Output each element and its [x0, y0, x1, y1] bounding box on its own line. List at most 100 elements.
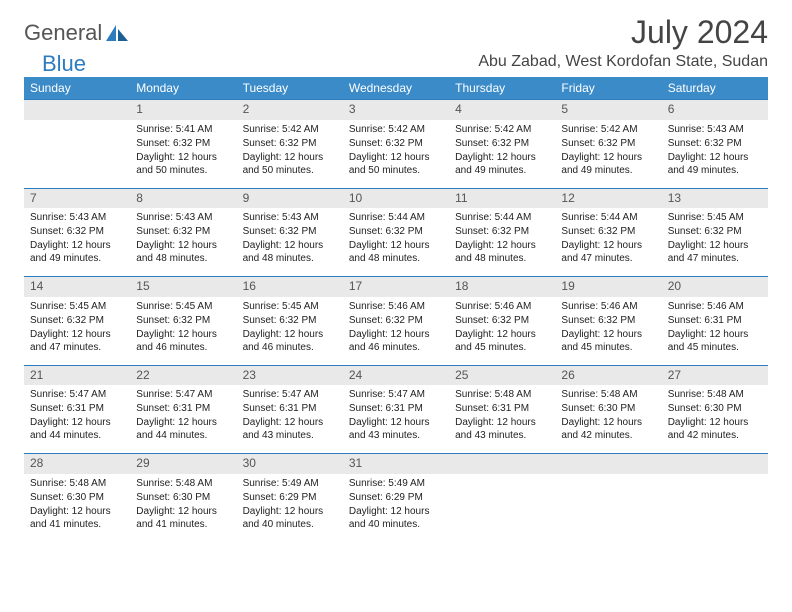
- day-content: Sunrise: 5:42 AMSunset: 6:32 PMDaylight:…: [449, 120, 555, 188]
- daylight-line: Daylight: 12 hours and 48 minutes.: [455, 239, 549, 265]
- sunrise-line: Sunrise: 5:49 AM: [243, 477, 337, 490]
- sunset-line: Sunset: 6:32 PM: [349, 225, 443, 238]
- sunrise-line: Sunrise: 5:45 AM: [668, 211, 762, 224]
- daylight-line: Daylight: 12 hours and 45 minutes.: [561, 328, 655, 354]
- day-number: 19: [555, 276, 661, 297]
- day-number: 28: [24, 453, 130, 474]
- day-content: Sunrise: 5:42 AMSunset: 6:32 PMDaylight:…: [555, 120, 661, 188]
- logo-text-blue: Blue: [42, 51, 86, 77]
- weekday-header: Wednesday: [343, 77, 449, 99]
- sunrise-line: Sunrise: 5:45 AM: [136, 300, 230, 313]
- day-number: 2: [237, 99, 343, 120]
- daylight-line: Daylight: 12 hours and 45 minutes.: [668, 328, 762, 354]
- calendar-cell: 3Sunrise: 5:42 AMSunset: 6:32 PMDaylight…: [343, 99, 449, 188]
- empty-day-content: [449, 474, 555, 542]
- day-content: Sunrise: 5:46 AMSunset: 6:31 PMDaylight:…: [662, 297, 768, 365]
- day-number: 14: [24, 276, 130, 297]
- day-content: Sunrise: 5:48 AMSunset: 6:31 PMDaylight:…: [449, 385, 555, 453]
- daylight-line: Daylight: 12 hours and 47 minutes.: [668, 239, 762, 265]
- day-number: 8: [130, 188, 236, 209]
- calendar-cell: 24Sunrise: 5:47 AMSunset: 6:31 PMDayligh…: [343, 365, 449, 454]
- day-content: Sunrise: 5:47 AMSunset: 6:31 PMDaylight:…: [130, 385, 236, 453]
- daylight-line: Daylight: 12 hours and 46 minutes.: [349, 328, 443, 354]
- day-number: 18: [449, 276, 555, 297]
- calendar-cell: 18Sunrise: 5:46 AMSunset: 6:32 PMDayligh…: [449, 276, 555, 365]
- sunrise-line: Sunrise: 5:46 AM: [349, 300, 443, 313]
- calendar-row: 28Sunrise: 5:48 AMSunset: 6:30 PMDayligh…: [24, 453, 768, 542]
- calendar-cell: 1Sunrise: 5:41 AMSunset: 6:32 PMDaylight…: [130, 99, 236, 188]
- daylight-line: Daylight: 12 hours and 46 minutes.: [243, 328, 337, 354]
- location: Abu Zabad, West Kordofan State, Sudan: [478, 53, 768, 71]
- sunrise-line: Sunrise: 5:43 AM: [136, 211, 230, 224]
- day-number: 25: [449, 365, 555, 386]
- day-content: Sunrise: 5:45 AMSunset: 6:32 PMDaylight:…: [662, 208, 768, 276]
- day-content: Sunrise: 5:47 AMSunset: 6:31 PMDaylight:…: [24, 385, 130, 453]
- day-content: Sunrise: 5:41 AMSunset: 6:32 PMDaylight:…: [130, 120, 236, 188]
- sunset-line: Sunset: 6:32 PM: [561, 314, 655, 327]
- daylight-line: Daylight: 12 hours and 50 minutes.: [243, 151, 337, 177]
- calendar-row: 1Sunrise: 5:41 AMSunset: 6:32 PMDaylight…: [24, 99, 768, 188]
- calendar-cell: 6Sunrise: 5:43 AMSunset: 6:32 PMDaylight…: [662, 99, 768, 188]
- empty-day-number: [449, 453, 555, 474]
- weekday-header: Thursday: [449, 77, 555, 99]
- day-number: 6: [662, 99, 768, 120]
- calendar-cell: [24, 99, 130, 188]
- daylight-line: Daylight: 12 hours and 48 minutes.: [349, 239, 443, 265]
- day-content: Sunrise: 5:46 AMSunset: 6:32 PMDaylight:…: [343, 297, 449, 365]
- title-block: July 2024: [631, 14, 768, 51]
- sunrise-line: Sunrise: 5:48 AM: [136, 477, 230, 490]
- daylight-line: Daylight: 12 hours and 42 minutes.: [668, 416, 762, 442]
- day-number: 7: [24, 188, 130, 209]
- daylight-line: Daylight: 12 hours and 47 minutes.: [30, 328, 124, 354]
- day-content: Sunrise: 5:44 AMSunset: 6:32 PMDaylight:…: [555, 208, 661, 276]
- calendar-cell: 5Sunrise: 5:42 AMSunset: 6:32 PMDaylight…: [555, 99, 661, 188]
- calendar-cell: 27Sunrise: 5:48 AMSunset: 6:30 PMDayligh…: [662, 365, 768, 454]
- sunrise-line: Sunrise: 5:49 AM: [349, 477, 443, 490]
- daylight-line: Daylight: 12 hours and 49 minutes.: [455, 151, 549, 177]
- daylight-line: Daylight: 12 hours and 40 minutes.: [349, 505, 443, 531]
- calendar-row: 14Sunrise: 5:45 AMSunset: 6:32 PMDayligh…: [24, 276, 768, 365]
- calendar-cell: 11Sunrise: 5:44 AMSunset: 6:32 PMDayligh…: [449, 188, 555, 277]
- logo: General: [24, 14, 132, 46]
- sunrise-line: Sunrise: 5:43 AM: [668, 123, 762, 136]
- day-content: Sunrise: 5:45 AMSunset: 6:32 PMDaylight:…: [237, 297, 343, 365]
- calendar-cell: 21Sunrise: 5:47 AMSunset: 6:31 PMDayligh…: [24, 365, 130, 454]
- daylight-line: Daylight: 12 hours and 50 minutes.: [349, 151, 443, 177]
- sunrise-line: Sunrise: 5:42 AM: [561, 123, 655, 136]
- day-number: 9: [237, 188, 343, 209]
- daylight-line: Daylight: 12 hours and 49 minutes.: [668, 151, 762, 177]
- calendar-cell: 19Sunrise: 5:46 AMSunset: 6:32 PMDayligh…: [555, 276, 661, 365]
- day-content: Sunrise: 5:46 AMSunset: 6:32 PMDaylight:…: [449, 297, 555, 365]
- sunrise-line: Sunrise: 5:47 AM: [136, 388, 230, 401]
- daylight-line: Daylight: 12 hours and 43 minutes.: [455, 416, 549, 442]
- day-number: 12: [555, 188, 661, 209]
- daylight-line: Daylight: 12 hours and 50 minutes.: [136, 151, 230, 177]
- calendar-cell: 13Sunrise: 5:45 AMSunset: 6:32 PMDayligh…: [662, 188, 768, 277]
- sunrise-line: Sunrise: 5:47 AM: [243, 388, 337, 401]
- daylight-line: Daylight: 12 hours and 49 minutes.: [30, 239, 124, 265]
- sunset-line: Sunset: 6:32 PM: [243, 137, 337, 150]
- calendar-cell: [662, 453, 768, 542]
- sunset-line: Sunset: 6:31 PM: [455, 402, 549, 415]
- sunrise-line: Sunrise: 5:43 AM: [243, 211, 337, 224]
- sunrise-line: Sunrise: 5:46 AM: [668, 300, 762, 313]
- calendar-row: 7Sunrise: 5:43 AMSunset: 6:32 PMDaylight…: [24, 188, 768, 277]
- calendar-cell: [555, 453, 661, 542]
- calendar-cell: 28Sunrise: 5:48 AMSunset: 6:30 PMDayligh…: [24, 453, 130, 542]
- sunset-line: Sunset: 6:32 PM: [349, 137, 443, 150]
- sunrise-line: Sunrise: 5:42 AM: [243, 123, 337, 136]
- sunset-line: Sunset: 6:32 PM: [243, 225, 337, 238]
- day-number: 31: [343, 453, 449, 474]
- calendar-body: 1Sunrise: 5:41 AMSunset: 6:32 PMDaylight…: [24, 99, 768, 542]
- sunrise-line: Sunrise: 5:47 AM: [30, 388, 124, 401]
- calendar-cell: 23Sunrise: 5:47 AMSunset: 6:31 PMDayligh…: [237, 365, 343, 454]
- sunset-line: Sunset: 6:32 PM: [30, 314, 124, 327]
- sunset-line: Sunset: 6:29 PM: [349, 491, 443, 504]
- logo-text-general: General: [24, 20, 102, 46]
- day-number: 1: [130, 99, 236, 120]
- day-content: Sunrise: 5:43 AMSunset: 6:32 PMDaylight:…: [130, 208, 236, 276]
- sunset-line: Sunset: 6:31 PM: [349, 402, 443, 415]
- calendar-cell: 2 Sunrise: 5:42 AMSunset: 6:32 PMDaylight…: [237, 99, 343, 188]
- sunset-line: Sunset: 6:32 PM: [455, 137, 549, 150]
- day-number: 26: [555, 365, 661, 386]
